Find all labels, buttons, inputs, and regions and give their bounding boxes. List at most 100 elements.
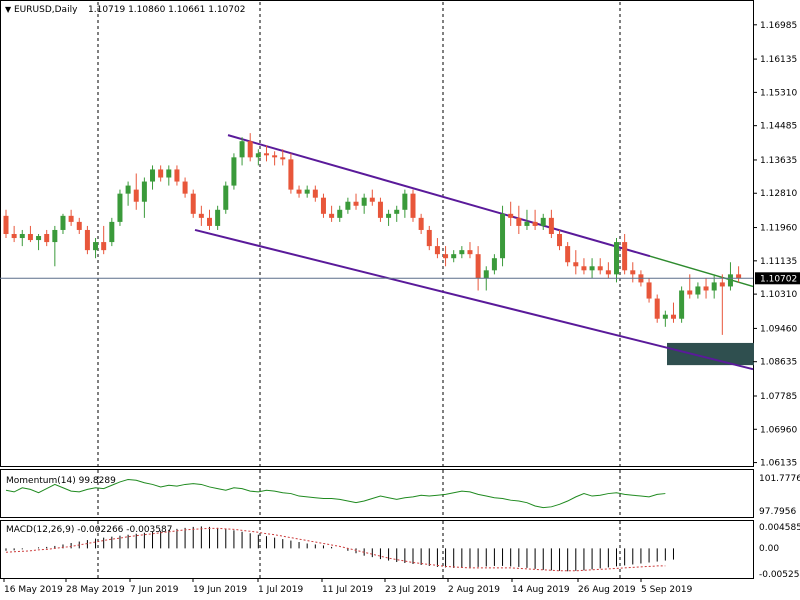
current-price-label: 1.10702 <box>760 274 797 284</box>
candle-body <box>109 221 115 243</box>
candle-body <box>361 197 367 206</box>
candle-body <box>231 157 237 186</box>
candle-body <box>548 217 554 234</box>
candle-body <box>3 215 9 234</box>
date-axis: 16 May 2019 28 May 2019 7 Jun 2019 19 Jun 2… <box>3 578 693 595</box>
price-tick-label: 1.08635 <box>760 358 797 368</box>
price-tick-label: 1.15310 <box>760 88 797 98</box>
candle-body <box>687 290 693 295</box>
price-tick-label: 1.12810 <box>760 189 797 199</box>
candle-body <box>475 254 481 279</box>
candle-body <box>223 185 229 210</box>
candle-body <box>288 159 294 190</box>
momentum-tick-low: 97.7956 <box>759 507 796 517</box>
price-tick-label: 1.16985 <box>760 21 797 31</box>
candle-body <box>60 215 66 230</box>
candle-body <box>670 314 676 319</box>
candle-body <box>695 286 701 295</box>
symbol-dropdown-icon[interactable]: ▼ <box>5 5 12 14</box>
drawing-objects <box>194 134 754 371</box>
candle-body <box>117 193 123 222</box>
date-tick-label: 28 May 2019 <box>66 585 125 595</box>
target-zone <box>667 342 754 366</box>
candle-body <box>27 234 33 241</box>
candle-body <box>84 229 90 251</box>
price-tick-label: 1.16135 <box>760 55 797 65</box>
macd-tick-high: 0.004585 <box>759 523 800 533</box>
candle-body <box>500 213 506 259</box>
date-tick-label: 26 Aug 2019 <box>578 585 636 595</box>
candle-body <box>630 270 636 275</box>
candle-body <box>418 217 424 230</box>
candle-body <box>508 213 514 218</box>
price-tick-label: 1.13635 <box>760 156 797 166</box>
candle-body <box>467 250 473 255</box>
momentum-tick-high: 101.7776 <box>759 474 800 484</box>
price-tick-label: 1.09460 <box>760 324 797 334</box>
candle-body <box>491 258 497 271</box>
candle-body <box>646 282 652 299</box>
candle-body <box>280 157 286 160</box>
candle-body <box>402 193 408 210</box>
date-tick-label: 23 Jul 2019 <box>385 585 436 595</box>
candle-body <box>426 229 432 247</box>
current-price-tag: 1.10702 <box>755 272 800 285</box>
candle-body <box>557 234 563 247</box>
ohlc-values: 1.10719 1.10860 1.10661 1.10702 <box>88 5 245 15</box>
date-tick-label: 11 Jul 2019 <box>322 585 373 595</box>
candle-body <box>532 221 538 226</box>
price-tick-label: 1.06960 <box>760 425 797 435</box>
candle-body <box>133 189 139 202</box>
candle-body <box>255 153 261 158</box>
candle-body <box>215 209 221 226</box>
candle-body <box>312 189 318 198</box>
candle-body <box>524 221 530 226</box>
candle-body <box>727 274 733 287</box>
momentum-panel-frame <box>0 469 754 518</box>
candle-body <box>11 234 17 239</box>
candle-body <box>434 246 440 255</box>
price-tick-label: 1.07785 <box>760 392 797 402</box>
candle-body <box>597 266 603 271</box>
candle-body <box>36 236 42 241</box>
candle-body <box>516 217 522 226</box>
candle-body <box>166 169 172 178</box>
candle-body <box>703 286 709 291</box>
candle-body <box>483 270 489 279</box>
date-tick-label: 7 Jun 2019 <box>130 585 179 595</box>
candle-body <box>573 262 579 267</box>
candle-body <box>329 213 335 218</box>
candle-body <box>369 197 375 202</box>
price-tick-label: 1.10310 <box>760 290 797 300</box>
channel-lower-line <box>194 228 754 371</box>
symbol-label: EURUSD,Daily <box>14 5 78 15</box>
date-tick-label: 2 Aug 2019 <box>448 585 500 595</box>
candle-body <box>410 193 416 218</box>
resistance-line <box>649 255 754 288</box>
candle-body <box>711 282 717 291</box>
candle-body <box>337 209 343 218</box>
candles <box>3 133 742 335</box>
candle-body <box>345 201 351 210</box>
momentum-title: Momentum(14) 99.8289 <box>6 476 116 486</box>
price-tick-label: 1.11135 <box>760 257 797 267</box>
price-tick-label: 1.11960 <box>760 224 797 234</box>
candle-body <box>207 217 212 226</box>
candle-body <box>540 217 546 226</box>
candle-body <box>68 215 74 222</box>
macd-signal-line <box>5 527 666 572</box>
candle-body <box>44 234 50 243</box>
candle-body <box>320 197 326 214</box>
macd-histogram <box>5 526 674 572</box>
candle-body <box>394 209 400 214</box>
candle-body <box>182 181 188 194</box>
price-axis: 1.16985 1.16135 1.15310 1.14485 1.13635 1.128… <box>753 21 797 469</box>
candle-body <box>443 254 449 259</box>
macd-tick-zero: 0.00 <box>759 544 779 554</box>
price-tick-label: 1.14485 <box>760 122 797 132</box>
date-tick-label: 19 Jun 2019 <box>193 585 247 595</box>
candle-body <box>605 270 611 275</box>
candle-body <box>76 221 82 230</box>
macd-tick-low: -0.005254 <box>759 570 800 580</box>
